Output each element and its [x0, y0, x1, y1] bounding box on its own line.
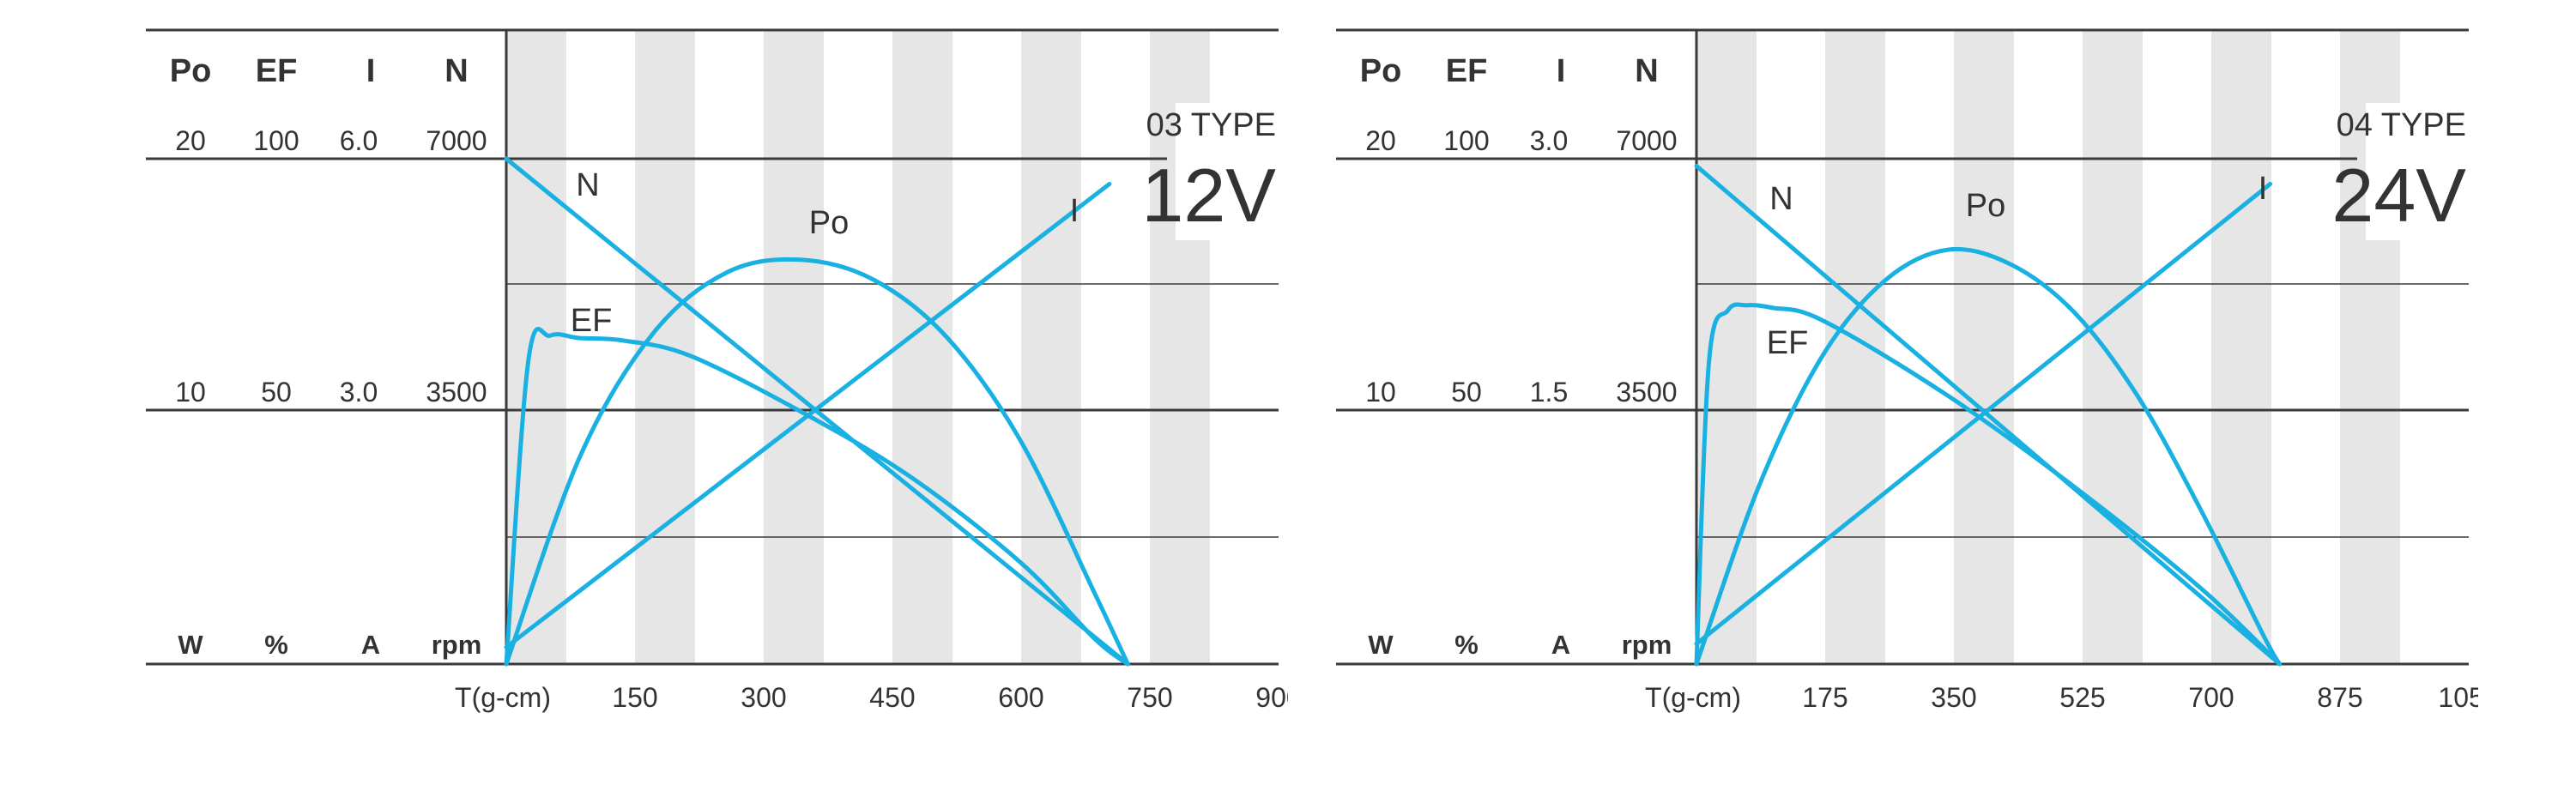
x-tick-label: 525 [2059, 682, 2105, 713]
scale-top-ef: 100 [1443, 125, 1489, 156]
curve-label-i: I [1070, 193, 1079, 229]
scale-mid-n: 3500 [426, 377, 487, 408]
scale-top-n: 7000 [426, 125, 487, 156]
header-ef: EF [256, 53, 298, 89]
header-i: I [366, 53, 376, 89]
unit-ef: % [1454, 630, 1478, 660]
label-backdrop [1176, 103, 1288, 240]
curve-n [1694, 163, 2283, 667]
curve-n [504, 156, 1130, 667]
header-ef: EF [1446, 53, 1488, 89]
unit-i: A [1551, 630, 1570, 660]
scale-top-n: 7000 [1616, 125, 1677, 156]
unit-po: W [1368, 630, 1394, 660]
header-po: Po [1360, 53, 1402, 89]
header-n: N [1635, 53, 1658, 89]
x-tick-label: 875 [2317, 682, 2362, 713]
voltage-label: 24V [2331, 153, 2466, 238]
curve-po [504, 257, 1130, 667]
type-label: 03 TYPE [1146, 107, 1276, 143]
scale-mid-ef: 50 [261, 377, 292, 408]
background-stripe [892, 30, 952, 664]
chart-svg-04-type: Po EF I N 20 100 3.0 7000 10 50 1.5 3500… [1336, 28, 2478, 713]
scale-top-po: 20 [175, 125, 206, 156]
background-stripe [2211, 30, 2271, 664]
background-stripe [1825, 30, 1885, 664]
x-tick-label: 750 [1127, 682, 1172, 713]
header-i: I [1557, 53, 1566, 89]
x-axis-label: T(g-cm) [1645, 682, 1741, 713]
curves [1694, 163, 2283, 667]
x-tick-label: 600 [998, 682, 1043, 713]
unit-i: A [361, 630, 380, 660]
scale-top-ef: 100 [253, 125, 299, 156]
scale-mid-po: 10 [175, 377, 206, 408]
x-tick-label: 700 [2188, 682, 2234, 713]
chart-svg-03-type: Po EF I N 20 100 6.0 7000 10 50 3.0 3500… [146, 28, 1288, 713]
scale-top-i: 3.0 [1530, 125, 1568, 156]
label-backdrop [2366, 103, 2478, 240]
x-tick-labels: 150 300 450 600 750 900 [612, 682, 1288, 713]
curve-label-n: N [576, 167, 599, 203]
scale-mid-i: 1.5 [1530, 377, 1568, 408]
scale-mid-ef: 50 [1451, 377, 1482, 408]
curve-ef [1694, 302, 2283, 667]
x-tick-label: 350 [1931, 682, 1976, 713]
curve-label-ef: EF [1767, 325, 1809, 361]
x-tick-label: 175 [1802, 682, 1847, 713]
x-tick-label: 900 [1255, 682, 1288, 713]
chart-panel-04-type: Po EF I N 20 100 3.0 7000 10 50 1.5 3500… [1190, 0, 2478, 797]
curve-label-po: Po [1966, 188, 2005, 224]
x-tick-label: 300 [741, 682, 786, 713]
curve-label-n: N [1769, 181, 1793, 217]
unit-po: W [178, 630, 203, 660]
unit-ef: % [264, 630, 288, 660]
curve-po [1694, 246, 2283, 667]
voltage-label: 12V [1141, 153, 1276, 238]
unit-n: rpm [1622, 630, 1672, 660]
curve-label-i: I [2259, 171, 2268, 207]
scale-mid-n: 3500 [1616, 377, 1677, 408]
scale-top-i: 6.0 [340, 125, 378, 156]
background-stripes [1696, 30, 2478, 664]
scale-top-po: 20 [1365, 125, 1396, 156]
type-label: 04 TYPE [2337, 107, 2466, 143]
background-stripe [1696, 30, 1757, 664]
curve-label-ef: EF [571, 303, 613, 339]
scale-mid-po: 10 [1365, 377, 1396, 408]
background-stripes [506, 30, 1288, 664]
grid-lines [146, 28, 1279, 666]
chart-panel-03-type: Po EF I N 20 100 6.0 7000 10 50 3.0 3500… [146, 28, 1288, 713]
x-tick-label: 150 [612, 682, 657, 713]
background-stripe [506, 30, 566, 664]
background-stripe [1021, 30, 1081, 664]
header-po: Po [170, 53, 212, 89]
x-axis-label: T(g-cm) [455, 682, 551, 713]
curves [504, 156, 1130, 667]
x-tick-label: 450 [869, 682, 915, 713]
scale-mid-i: 3.0 [340, 377, 378, 408]
curve-i [1694, 181, 2273, 646]
curve-ef [504, 326, 1130, 667]
background-stripe [764, 30, 824, 664]
background-stripe [2083, 30, 2143, 664]
header-n: N [444, 53, 468, 89]
background-stripe [1954, 30, 2014, 664]
grid-lines [1336, 28, 2469, 666]
curve-label-po: Po [809, 205, 849, 241]
unit-n: rpm [432, 630, 482, 660]
